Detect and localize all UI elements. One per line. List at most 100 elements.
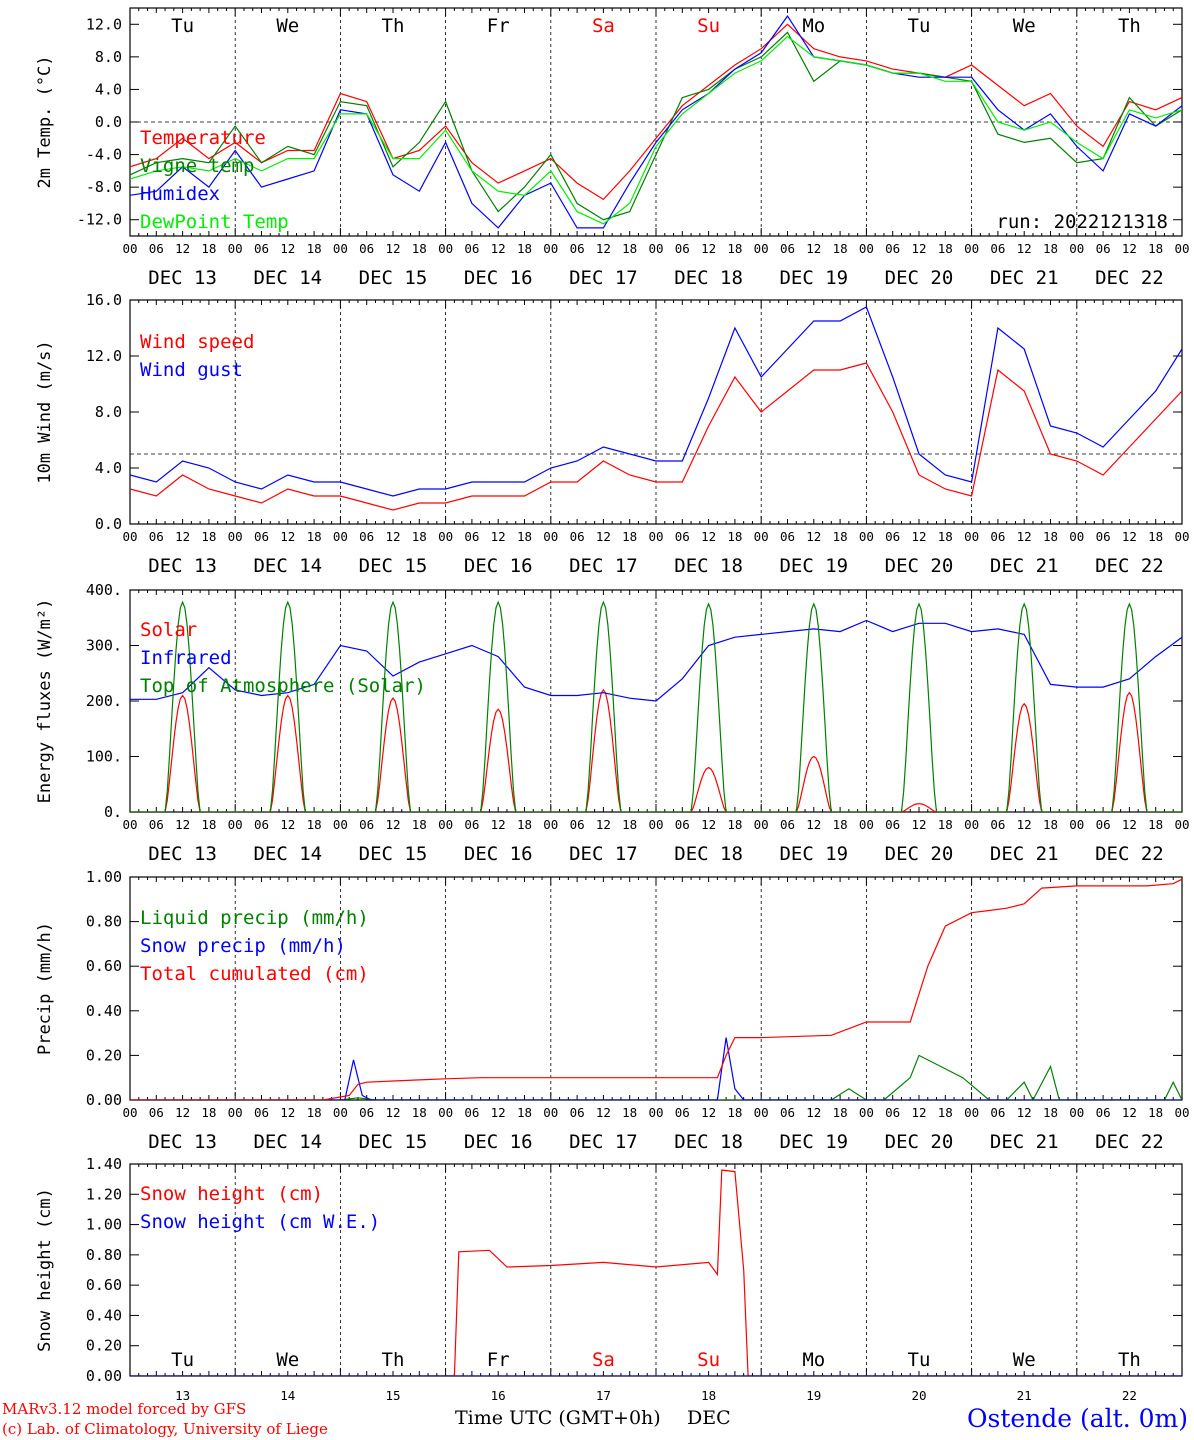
hour-label: 12 [1017,817,1032,832]
hour-label: 06 [570,529,585,544]
weekday-label: Tu [908,15,931,37]
hour-label: 00 [648,529,663,544]
hour-label: 18 [833,529,848,544]
hour-label: 12 [1122,817,1137,832]
legend-entry: DewPoint Temp [140,211,289,233]
hour-label: 00 [754,1105,769,1120]
day-number: 21 [1017,1388,1032,1403]
date-label: DEC 18 [674,1131,743,1153]
y-tick-label: 16.0 [86,291,122,309]
hour-label: 06 [570,1105,585,1120]
y-axis-label: Snow height (cm) [35,1188,55,1352]
legend-entry: Snow height (cm) [140,1183,323,1205]
date-label: DEC 15 [359,555,428,577]
hour-label: 18 [201,241,216,256]
hour-label: 06 [359,1105,374,1120]
hour-label: 06 [464,817,479,832]
date-label: DEC 16 [464,555,533,577]
hour-label: 18 [1043,529,1058,544]
hour-label: 06 [885,1105,900,1120]
hour-label: 12 [491,1105,506,1120]
series-group [130,15,1182,229]
date-label: DEC 22 [1095,267,1164,289]
weekday-label: Th [1118,1349,1141,1371]
hour-label: 00 [648,817,663,832]
hour-label: 18 [938,241,953,256]
series-line-3 [130,600,1182,812]
hour-label: 06 [885,817,900,832]
hour-label: 12 [385,529,400,544]
weekday-label: We [276,15,299,37]
date-label: DEC 14 [253,555,322,577]
hour-label: 18 [412,529,427,544]
day-number: 13 [175,1388,190,1403]
legend-entry: Wind gust [140,359,243,381]
date-label: DEC 19 [779,555,848,577]
y-tick-label: 400. [86,581,122,599]
weekday-label: Su [697,1349,720,1371]
hour-label: 18 [412,817,427,832]
hour-label: 06 [464,1105,479,1120]
date-label: DEC 22 [1095,843,1164,865]
date-label: DEC 20 [885,843,954,865]
y-tick-label: 4.0 [95,459,122,477]
panel-4: 1.00 0.80 0.60 0.40 0.20 0.00 Precip (mm/h) Liq… [35,868,1190,1153]
date-label: DEC 15 [359,843,428,865]
hour-label: 18 [517,1105,532,1120]
y-tick-label: 300. [86,637,122,655]
y-tick-label: 1.20 [86,1185,122,1203]
hour-label: 12 [1017,241,1032,256]
y-tick-label: 100. [86,748,122,766]
series-line-2 [130,619,1182,702]
date-label: DEC 13 [148,267,217,289]
weekday-label: We [276,1349,299,1371]
series-line-2 [130,31,1182,221]
series-group [130,306,1182,511]
series-line-4 [130,35,1182,225]
hour-label: 18 [517,529,532,544]
weekday-label: Th [382,15,405,37]
hour-label: 06 [1096,241,1111,256]
hour-label: 06 [675,241,690,256]
y-tick-label: 8.0 [95,403,122,421]
hour-label: 06 [990,241,1005,256]
series-line-1 [130,23,1182,201]
legend-entry: Wind speed [140,331,254,353]
hour-label: 18 [1043,1105,1058,1120]
hour-label: 00 [964,529,979,544]
legend-entry: Solar [140,619,197,641]
y-tick-label: -8.0 [86,178,122,196]
hour-label: 18 [938,1105,953,1120]
hour-label: 12 [701,1105,716,1120]
hour-label: 12 [701,241,716,256]
weekday-label: Th [1118,15,1141,37]
date-label: DEC 17 [569,555,638,577]
hour-label: 06 [675,529,690,544]
hour-label: 00 [122,817,137,832]
hour-label: 06 [780,529,795,544]
hour-label: 00 [754,241,769,256]
day-number: 22 [1122,1388,1137,1403]
hour-label: 12 [1122,241,1137,256]
hour-label: 06 [464,241,479,256]
hour-label: 00 [228,241,243,256]
y-tick-label: 0.80 [86,1246,122,1264]
panel-1: 12.0 8.0 4.0 0.0 -4.0 -8.0 -12.0 2m Temp. (°C) T… [35,7,1190,289]
y-tick-label: -4.0 [86,146,122,164]
hour-label: 18 [412,1105,427,1120]
hour-label: 06 [149,1105,164,1120]
hour-label: 06 [359,817,374,832]
hour-label: 18 [1148,529,1163,544]
y-tick-label: 0.60 [86,957,122,975]
y-tick-label: 12.0 [86,347,122,365]
hour-label: 12 [1017,529,1032,544]
hour-label: 18 [938,817,953,832]
date-label: DEC 18 [674,555,743,577]
hour-label: 00 [754,529,769,544]
hour-label: 12 [596,817,611,832]
hour-label: 00 [648,241,663,256]
hour-label: 12 [911,1105,926,1120]
hour-label: 12 [1017,1105,1032,1120]
hour-label: 00 [228,817,243,832]
